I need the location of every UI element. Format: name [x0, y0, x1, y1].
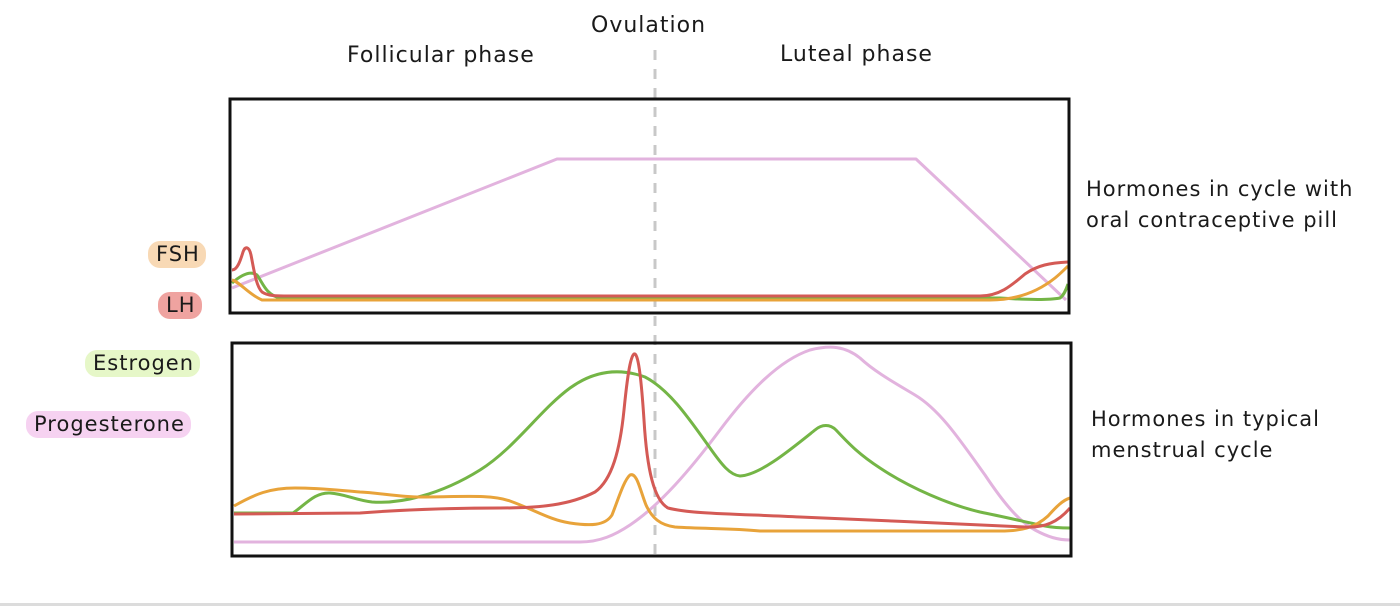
- bottom-rule: [0, 603, 1400, 606]
- caption-typical-line-2: menstrual cycle: [1091, 438, 1274, 462]
- legend-fsh: FSH: [148, 241, 206, 268]
- typical-fsh-curve: [233, 473, 1071, 533]
- typical-estrogen-curve: [234, 370, 1071, 530]
- caption-typical-line-1: Hormones in typical: [1091, 407, 1320, 431]
- caption-typical-cycle: Hormones in typical menstrual cycle: [1091, 404, 1320, 466]
- pill-fsh-curve: [231, 264, 1070, 302]
- pill-progesterone-curve: [231, 157, 1068, 302]
- follicular-phase-label: Follicular phase: [347, 43, 535, 68]
- typical-panel-frame: [230, 341, 1073, 558]
- legend-lh: LH: [158, 292, 202, 319]
- ovulation-label: Ovulation: [591, 13, 707, 38]
- pill-lh-curve: [231, 246, 1069, 298]
- pill-panel: [228, 97, 1071, 315]
- legend-progesterone: Progesterone: [26, 411, 191, 438]
- typical-lh-curve: [233, 352, 1072, 529]
- pill-panel-frame: [228, 97, 1071, 315]
- typical-progesterone-curve: [234, 345, 1071, 544]
- caption-pill-line-2: oral contraceptive pill: [1086, 208, 1339, 232]
- pill-estrogen-curve: [231, 271, 1070, 301]
- typical-panel: [230, 341, 1073, 558]
- luteal-phase-label: Luteal phase: [780, 42, 933, 67]
- caption-pill-line-1: Hormones in cycle with: [1086, 177, 1354, 201]
- legend-estrogen: Estrogen: [85, 350, 201, 377]
- caption-pill-cycle: Hormones in cycle with oral contraceptiv…: [1086, 174, 1353, 236]
